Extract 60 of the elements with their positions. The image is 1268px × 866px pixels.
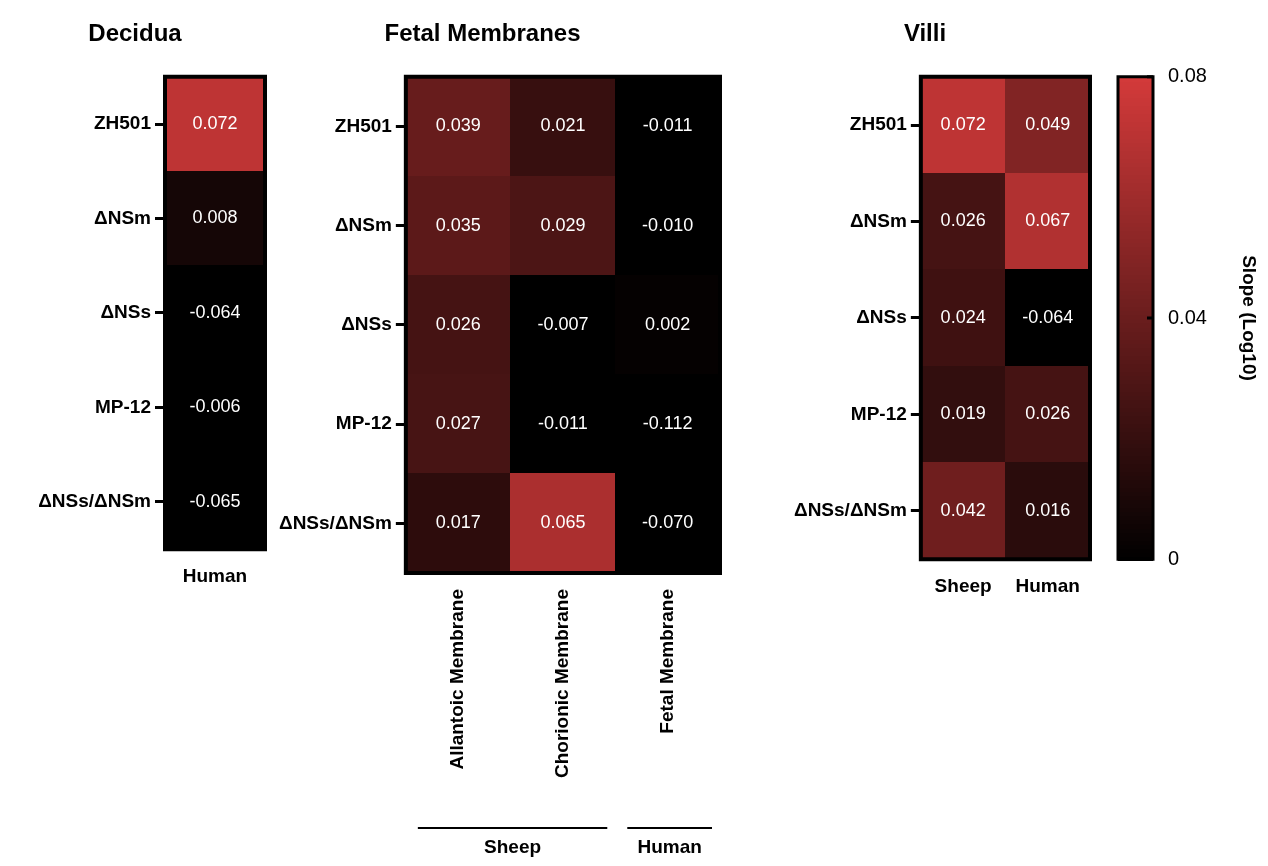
data-label: 0.002 <box>645 313 691 334</box>
x-tick-label: Chorionic Membrane <box>551 589 573 779</box>
y-tick-label: ΔNSm <box>334 213 392 235</box>
data-label: -0.064 <box>189 301 241 322</box>
text: Sheep <box>484 836 542 858</box>
y-tick-label: ZH501 <box>334 114 393 136</box>
chart-title: Fetal Membranes <box>384 19 581 47</box>
y-tick-label: MP-12 <box>850 402 907 424</box>
data-label: 0.072 <box>192 113 238 134</box>
data-label: -0.010 <box>642 214 694 235</box>
y-tick-label: ΔNSs/ΔNSm <box>794 499 907 521</box>
data-label: 0.035 <box>435 214 481 235</box>
data-label: 0.026 <box>1025 403 1071 424</box>
x-tick-label: Human <box>182 564 248 586</box>
data-label: 0.021 <box>540 115 586 136</box>
data-label: 0.026 <box>940 210 986 231</box>
text: Human <box>637 836 702 858</box>
data-label: -0.112 <box>642 413 693 434</box>
chart-title: Decidua <box>88 19 183 47</box>
data-label: -0.065 <box>189 490 241 511</box>
data-label: 0.042 <box>940 499 986 520</box>
data-label: 0.016 <box>1025 499 1071 520</box>
color-bar-title: Slope (Log10) <box>1238 255 1260 381</box>
data-label: -0.011 <box>538 413 588 434</box>
data-label: -0.006 <box>189 396 241 417</box>
y-tick-label: ΔNSm <box>849 209 907 231</box>
data-label: 0.067 <box>1025 210 1071 231</box>
data-label: 0.019 <box>940 403 986 424</box>
data-label: 0.072 <box>940 114 986 135</box>
x-tick-label: Allantoic Membrane <box>446 589 468 770</box>
data-label: 0.039 <box>435 115 481 136</box>
data-label: -0.011 <box>642 115 693 136</box>
chart-title: Villi <box>903 19 947 47</box>
y-tick-label: ΔNSs <box>856 306 907 328</box>
y-tick-label: MP-12 <box>95 395 151 417</box>
y-tick-label: ΔNSs <box>341 313 392 335</box>
data-label: 0.065 <box>540 512 586 533</box>
data-label: 0.029 <box>540 214 586 235</box>
data-label: 0.008 <box>192 207 238 228</box>
y-tick-label: ZH501 <box>849 113 908 135</box>
data-label: 0.049 <box>1025 114 1071 135</box>
x-tick-label: Human <box>1015 574 1080 596</box>
y-tick-label: MP-12 <box>335 412 392 434</box>
data-label: 0.027 <box>435 413 481 434</box>
color-bar-label: 0.04 <box>1168 305 1207 328</box>
y-tick-label: ZH501 <box>93 112 152 134</box>
data-label: -0.007 <box>537 313 589 334</box>
y-tick-label: ΔNSs <box>100 301 151 323</box>
y-tick-label: ΔNSs/ΔNSm <box>38 490 151 512</box>
x-tick-label: Fetal Membrane <box>655 589 677 734</box>
data-label: 0.017 <box>435 512 481 533</box>
data-label: 0.024 <box>940 306 986 327</box>
data-label: 0.026 <box>435 313 481 334</box>
x-tick-label: Sheep <box>934 574 992 596</box>
color-bar-label: 0.08 <box>1168 64 1207 87</box>
y-tick-label: ΔNSm <box>94 206 151 228</box>
data-label: -0.070 <box>642 512 694 533</box>
color-bar-label: 0 <box>1168 546 1180 569</box>
y-tick-label: ΔNSs/ΔNSm <box>279 511 392 533</box>
data-label: -0.064 <box>1022 306 1074 327</box>
